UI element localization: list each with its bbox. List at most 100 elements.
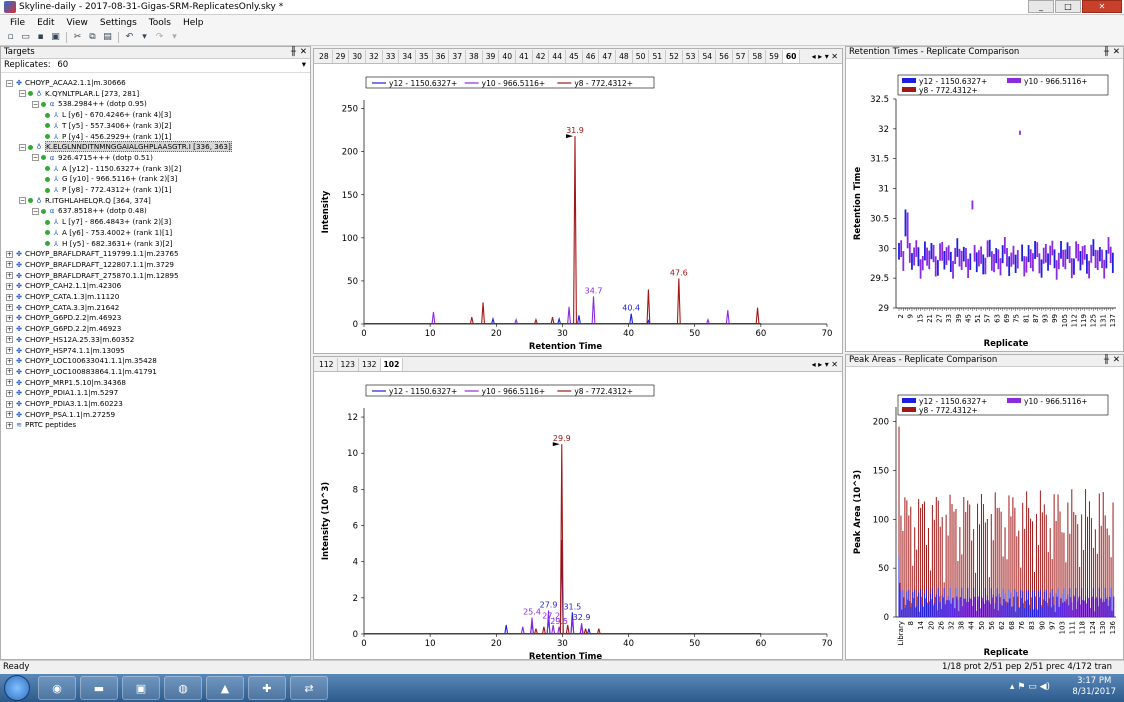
tab-replicate-60[interactable]: 60: [782, 49, 801, 63]
redo-icon[interactable]: ↷: [155, 32, 164, 42]
tree-node[interactable]: − ♁ K.ELGLNNDITNMNGGAIALGHPLAASGTR.I [336,…: [19, 141, 232, 153]
tree-node[interactable]: + ✤ CHOYP_G6PD.2.2|m.46923: [6, 323, 121, 334]
tree-node[interactable]: + ≋ PRTC peptides: [6, 419, 76, 430]
start-button[interactable]: [4, 675, 30, 701]
system-tray-icons[interactable]: ▴ ⚑ ▭ ◀): [1009, 682, 1050, 692]
tree-expander-icon[interactable]: +: [6, 368, 13, 376]
tree-expander-icon[interactable]: +: [6, 357, 13, 365]
menu-settings[interactable]: Settings: [99, 17, 137, 28]
tree-node[interactable]: ⅄ P [y4] - 456.2929+ (rank 1)[1]: [45, 131, 172, 142]
close-icon[interactable]: ✕: [1112, 47, 1120, 57]
tab-replicate-33[interactable]: 33: [383, 49, 400, 63]
tree-node[interactable]: + ✤ CHOYP_HSP74.1.1|m.13095: [6, 345, 125, 356]
tab-replicate-42[interactable]: 42: [533, 49, 550, 63]
tab-replicate-30[interactable]: 30: [349, 49, 367, 63]
tab-replicate-29[interactable]: 29: [333, 49, 350, 63]
tree-node[interactable]: + ✤ CHOYP_LOC100633041.1.1|m.35428: [6, 355, 157, 366]
tree-expander-icon[interactable]: −: [6, 79, 13, 87]
tree-node[interactable]: − ✤ CHOYP_ACAA2.1.1|m.30666: [6, 77, 126, 88]
tree-expander-icon[interactable]: +: [6, 314, 13, 322]
tree-expander-icon[interactable]: −: [19, 90, 26, 98]
cut-icon[interactable]: ✂: [73, 32, 82, 42]
tab-replicate-58[interactable]: 58: [749, 49, 767, 63]
tab-replicate-112[interactable]: 112: [316, 357, 338, 371]
skyline-taskbar-icon[interactable]: ▲: [206, 676, 244, 700]
tree-node[interactable]: ⅄ T [y5] - 557.3406+ (rank 3)[2]: [45, 120, 172, 131]
tab-replicate-46[interactable]: 46: [583, 49, 600, 63]
tree-node[interactable]: ⅄ P [y8] - 772.4312+ (rank 1)[1]: [45, 184, 172, 195]
tab-replicate-123[interactable]: 123: [338, 357, 359, 371]
tab-replicate-52[interactable]: 52: [666, 49, 683, 63]
tree-node[interactable]: − ⍺ 538.2984++ (dotp 0.95): [32, 98, 147, 109]
teamviewer-taskbar-icon[interactable]: ⇄: [290, 676, 328, 700]
tree-node[interactable]: + ✤ CHOYP_BRAFLDRAFT_275870.1.1|m.12895: [6, 270, 179, 281]
tree-node[interactable]: ⅄ G [y10] - 966.5116+ (rank 2)[3]: [45, 173, 177, 184]
tree-expander-icon[interactable]: +: [6, 400, 13, 408]
tree-node[interactable]: + ✤ CHOYP_LOC100883864.1.1|m.41791: [6, 366, 157, 377]
tree-expander-icon[interactable]: +: [6, 347, 13, 354]
tree-expander-icon[interactable]: +: [6, 293, 13, 301]
redo-dropdown-icon[interactable]: ▾: [172, 32, 177, 42]
tab-replicate-47[interactable]: 47: [599, 49, 617, 63]
tree-node[interactable]: ⅄ H [y5] - 682.3631+ (rank 3)[2]: [45, 238, 173, 249]
tab-replicate-39[interactable]: 39: [483, 49, 500, 63]
tab-replicate-54[interactable]: 54: [699, 49, 717, 63]
tree-expander-icon[interactable]: +: [6, 272, 13, 280]
tree-node[interactable]: ⅄ L [y7] - 866.4843+ (rank 2)[3]: [45, 216, 171, 227]
tab-replicate-59[interactable]: 59: [766, 49, 783, 63]
maximize-button[interactable]: □: [1055, 0, 1081, 13]
tab-replicate-57[interactable]: 57: [733, 49, 750, 63]
tree-node[interactable]: ⅄ A [y12] - 1150.6327+ (rank 3)[2]: [45, 163, 181, 174]
network-taskbar-icon[interactable]: ◍: [164, 676, 202, 700]
tab-replicate-32[interactable]: 32: [366, 49, 383, 63]
cmd-taskbar-icon[interactable]: ▣: [122, 676, 160, 700]
tree-node[interactable]: ⅄ A [y6] - 753.4002+ (rank 1)[1]: [45, 227, 172, 238]
tab-replicate-48[interactable]: 48: [616, 49, 633, 63]
tree-node[interactable]: + ✤ CHOYP_CATA.1.3|m.11120: [6, 291, 119, 302]
tree-expander-icon[interactable]: +: [6, 282, 13, 290]
pin-icon[interactable]: ╫: [1103, 47, 1109, 57]
tree-expander-icon[interactable]: −: [19, 197, 26, 205]
pin-icon[interactable]: ╫: [1103, 355, 1109, 365]
tree-node[interactable]: + ✤ CHOYP_MRP1.5.10|m.34368: [6, 377, 126, 388]
pin-icon[interactable]: ╫: [290, 47, 296, 57]
tab-replicate-56[interactable]: 56: [716, 49, 733, 63]
tree-node[interactable]: + ✤ CHOYP_CATA.3.3|m.21642: [6, 302, 119, 313]
tree-expander-icon[interactable]: +: [6, 304, 13, 312]
tab-replicate-51[interactable]: 51: [649, 49, 667, 63]
save-icon[interactable]: ▪: [37, 32, 44, 42]
save-all-icon[interactable]: ▣: [51, 32, 60, 42]
tree-expander-icon[interactable]: +: [6, 325, 13, 333]
tree-expander-icon[interactable]: −: [32, 100, 39, 108]
tree-node[interactable]: − ⍺ 926.4715+++ (dotp 0.51): [32, 152, 153, 163]
tree-node[interactable]: + ✤ CHOYP_BRAFLDRAFT_119799.1.1|m.23765: [6, 248, 179, 259]
tree-node[interactable]: + ✤ CHOYP_PSA.1.1|m.27259: [6, 409, 115, 420]
tree-node[interactable]: − ♁ R.ITGHLAHELQR.Q [364, 374]: [19, 195, 151, 206]
tree-expander-icon[interactable]: +: [6, 411, 13, 419]
menu-file[interactable]: File: [10, 17, 26, 28]
tree-expander-icon[interactable]: −: [32, 154, 39, 162]
new-file-icon[interactable]: ▫: [7, 32, 14, 42]
undo-icon[interactable]: ↶: [125, 32, 134, 42]
tab-replicate-38[interactable]: 38: [466, 49, 483, 63]
tab-controls[interactable]: ◂ ▸ ▾ ✕: [811, 359, 838, 369]
tree-node[interactable]: + ✤ CHOYP_PDIA3.1.1|m.60223: [6, 398, 123, 409]
tree-expander-icon[interactable]: +: [6, 389, 13, 397]
tree-expander-icon[interactable]: −: [19, 143, 26, 151]
tree-node[interactable]: + ✤ CHOYP_BRAFLDRAFT_122807.1.1|m.3729: [6, 259, 174, 270]
explorer-taskbar-icon[interactable]: ▬: [80, 676, 118, 700]
tab-replicate-35[interactable]: 35: [416, 49, 433, 63]
tree-node[interactable]: + ✤ CHOYP_G6PD.2.2|m.46923: [6, 312, 121, 323]
tab-replicate-37[interactable]: 37: [449, 49, 467, 63]
menu-view[interactable]: View: [66, 17, 88, 28]
tree-expander-icon[interactable]: +: [6, 250, 13, 258]
tab-replicate-40[interactable]: 40: [499, 49, 517, 63]
tree-node[interactable]: + ✤ CHOYP_PDIA1.1.1|m.5297: [6, 387, 118, 398]
tab-replicate-50[interactable]: 50: [633, 49, 650, 63]
undo-dropdown-icon[interactable]: ▾: [142, 32, 147, 42]
tab-replicate-45[interactable]: 45: [566, 49, 583, 63]
chrome-taskbar-icon[interactable]: ◉: [38, 676, 76, 700]
menu-tools[interactable]: Tools: [148, 17, 171, 28]
tab-replicate-44[interactable]: 44: [549, 49, 567, 63]
close-button[interactable]: ✕: [1082, 0, 1122, 13]
